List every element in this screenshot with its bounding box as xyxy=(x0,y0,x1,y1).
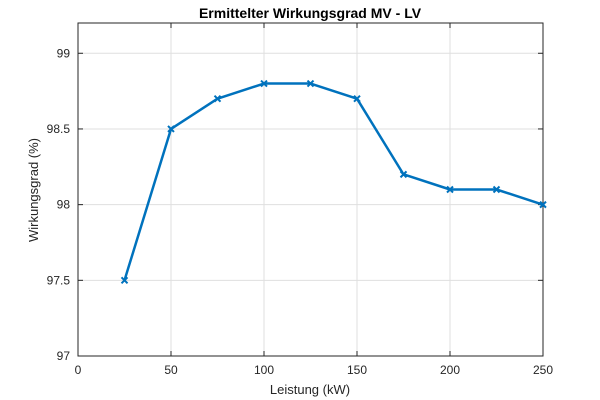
series-layer xyxy=(120,79,547,285)
chart-title: Ermittelter Wirkungsgrad MV - LV xyxy=(199,5,422,21)
x-tick-label: 250 xyxy=(533,363,553,377)
y-tick-label: 98.5 xyxy=(47,122,71,136)
x-axis-label: Leistung (kW) xyxy=(270,382,350,397)
x-tick-label: 50 xyxy=(164,363,178,377)
x-tick-label: 150 xyxy=(347,363,367,377)
y-tick-label: 97 xyxy=(57,349,71,363)
data-point-marker xyxy=(539,200,547,209)
data-point-marker xyxy=(446,185,454,194)
y-axis-label: Wirkungsgrad (%) xyxy=(26,138,41,242)
ticks: 0 50 100 150 200 250 97 97.5 98 98.5 99 xyxy=(47,23,553,377)
y-tick-label: 97.5 xyxy=(47,273,71,287)
data-point-marker xyxy=(399,170,408,179)
data-point-marker xyxy=(167,125,175,133)
data-point-marker xyxy=(306,79,315,88)
y-tick-label: 99 xyxy=(57,46,71,60)
x-tick-label: 100 xyxy=(254,363,274,377)
series-line xyxy=(123,82,544,281)
data-point-marker xyxy=(120,276,129,285)
x-tick-label: 200 xyxy=(440,363,460,377)
data-point-marker xyxy=(260,79,268,88)
data-point-marker xyxy=(353,94,361,103)
data-point-marker xyxy=(213,94,222,103)
x-tick-label: 0 xyxy=(75,363,82,377)
y-tick-label: 98 xyxy=(57,198,71,212)
plot-area xyxy=(77,22,544,357)
data-point-marker xyxy=(492,185,501,194)
